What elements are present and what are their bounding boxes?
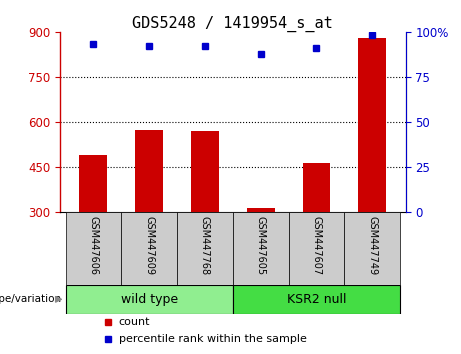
Bar xyxy=(121,212,177,285)
Bar xyxy=(177,212,233,285)
Bar xyxy=(65,212,121,285)
Text: GSM447768: GSM447768 xyxy=(200,216,210,275)
Bar xyxy=(191,131,219,212)
Bar xyxy=(302,163,331,212)
Text: GSM447749: GSM447749 xyxy=(367,216,377,275)
Bar xyxy=(344,212,400,285)
Bar xyxy=(79,155,107,212)
Text: GSM447609: GSM447609 xyxy=(144,216,154,275)
Text: wild type: wild type xyxy=(121,293,178,306)
Text: KSR2 null: KSR2 null xyxy=(287,293,346,306)
Text: percentile rank within the sample: percentile rank within the sample xyxy=(118,334,307,344)
Text: GSM447606: GSM447606 xyxy=(89,216,98,275)
Text: GSM447607: GSM447607 xyxy=(312,216,321,275)
Text: count: count xyxy=(118,317,150,327)
Bar xyxy=(289,212,344,285)
Bar xyxy=(135,130,163,212)
Bar xyxy=(247,208,275,212)
Bar xyxy=(233,285,400,314)
Bar xyxy=(65,285,233,314)
Title: GDS5248 / 1419954_s_at: GDS5248 / 1419954_s_at xyxy=(132,16,333,32)
Text: genotype/variation: genotype/variation xyxy=(0,294,61,304)
Text: GSM447605: GSM447605 xyxy=(256,216,266,275)
Bar xyxy=(358,38,386,212)
Bar xyxy=(233,212,289,285)
